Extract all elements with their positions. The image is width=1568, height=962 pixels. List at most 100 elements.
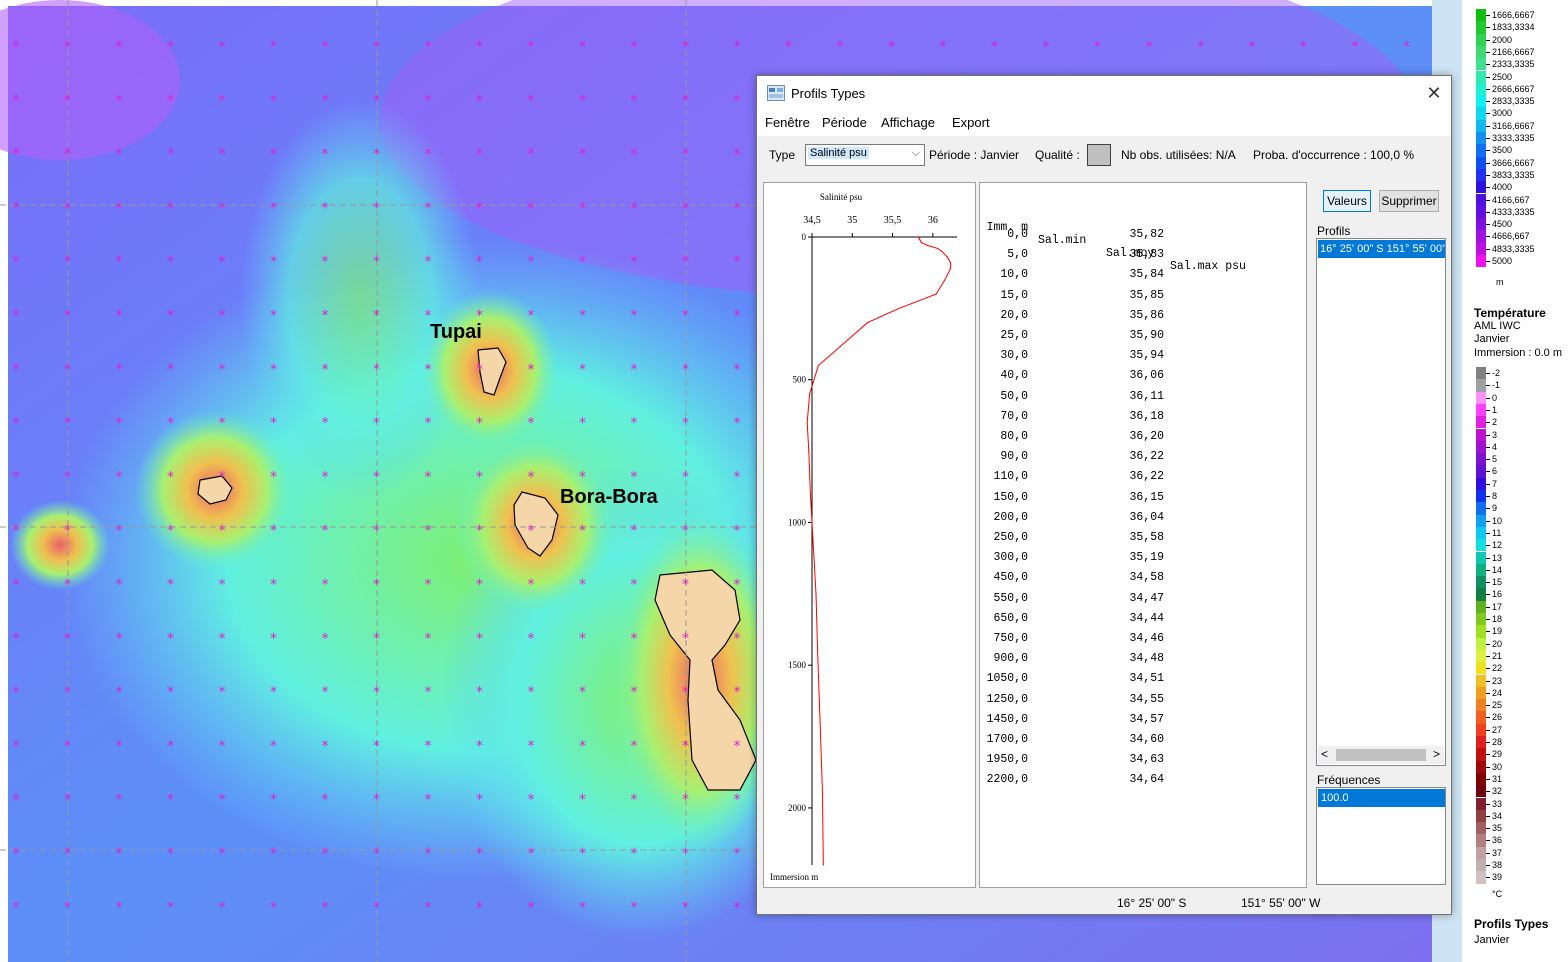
grid-point-marker: * bbox=[476, 93, 483, 109]
grid-point-marker: * bbox=[734, 39, 741, 55]
temp-tick bbox=[1486, 766, 1490, 768]
salinity-point bbox=[817, 364, 820, 367]
depth-legend-label: 2833,3335 bbox=[1492, 96, 1535, 107]
temp-swatch bbox=[1476, 403, 1486, 417]
cell-sal-moy: 34,55 bbox=[1129, 692, 1164, 706]
temp-tick bbox=[1486, 877, 1490, 879]
temp-tick bbox=[1486, 483, 1490, 485]
temp-swatch bbox=[1476, 539, 1486, 552]
dialog-titlebar[interactable]: Profils Types ✕ bbox=[757, 76, 1451, 110]
temp-tick bbox=[1486, 754, 1490, 756]
temp-legend-label: 36 bbox=[1492, 835, 1503, 846]
legend-footer-month: Janvier bbox=[1474, 934, 1510, 946]
cell-immersion: 1450,0 bbox=[986, 712, 1028, 726]
temp-swatch bbox=[1476, 723, 1486, 736]
frequences-list[interactable]: 100.0 bbox=[1316, 787, 1446, 885]
grid-point-marker: * bbox=[631, 200, 638, 216]
type-select[interactable]: Salinité psu ⌵ bbox=[805, 144, 925, 166]
temp-swatch bbox=[1476, 416, 1486, 429]
menu-fenetre[interactable]: Fenêtre bbox=[765, 115, 810, 130]
grid-point-marker: * bbox=[270, 308, 277, 324]
grid-point-marker: * bbox=[579, 631, 586, 647]
grid-point-marker: * bbox=[734, 846, 741, 862]
menu-export[interactable]: Export bbox=[952, 115, 990, 130]
grid-point-marker: * bbox=[13, 577, 20, 593]
salinity-point bbox=[919, 239, 921, 241]
valeurs-button[interactable]: Valeurs bbox=[1323, 190, 1371, 212]
header-min: Sal.min bbox=[1038, 234, 1087, 247]
grid-point-marker: * bbox=[116, 147, 123, 163]
grid-point-marker: * bbox=[322, 416, 329, 432]
temp-swatch bbox=[1476, 428, 1486, 441]
profils-list[interactable]: 16° 25' 00" S 151° 55' 00" W < > bbox=[1316, 238, 1446, 766]
profils-list-item[interactable]: 16° 25' 00" S 151° 55' 00" W bbox=[1318, 240, 1445, 258]
grid-point-marker: * bbox=[476, 308, 483, 324]
header-max: Sal.max psu bbox=[1170, 260, 1246, 273]
grid-point-marker: * bbox=[476, 200, 483, 216]
temp-legend-label: 5 bbox=[1492, 454, 1498, 465]
depth-swatch bbox=[1476, 33, 1486, 46]
depth-swatch bbox=[1476, 45, 1486, 59]
profils-label: Profils bbox=[1317, 224, 1351, 238]
temp-tick bbox=[1486, 631, 1490, 633]
depth-tick bbox=[1486, 248, 1490, 250]
grid-point-marker: * bbox=[219, 631, 226, 647]
grid-point-marker: * bbox=[631, 308, 638, 324]
menu-periode[interactable]: Période bbox=[822, 115, 867, 130]
temp-legend-label: 27 bbox=[1492, 724, 1503, 735]
grid-point-marker: * bbox=[322, 147, 329, 163]
scroll-left-icon[interactable]: < bbox=[1321, 747, 1329, 761]
salinity-point bbox=[806, 421, 808, 424]
grid-point-marker: * bbox=[219, 900, 226, 916]
grid-point-marker: * bbox=[373, 631, 380, 647]
type-label: Type bbox=[769, 148, 796, 162]
scroll-thumb[interactable] bbox=[1336, 749, 1426, 761]
grid-point-marker: * bbox=[631, 362, 638, 378]
menu-affichage[interactable]: Affichage bbox=[881, 115, 935, 130]
salinity-point bbox=[918, 237, 920, 240]
values-table[interactable]: Imm. m Sal.min Sal.moy Sal.max psu 0,0 35… bbox=[979, 182, 1307, 888]
temp-swatch bbox=[1476, 834, 1486, 847]
frequences-list-item[interactable]: 100.0 bbox=[1318, 789, 1445, 807]
temp-legend-label: 39 bbox=[1492, 872, 1503, 883]
grid-point-marker: * bbox=[64, 846, 71, 862]
temp-tick bbox=[1486, 459, 1490, 461]
grid-point-marker: * bbox=[734, 416, 741, 432]
grid-point-marker: * bbox=[322, 792, 329, 808]
grid-point-marker: * bbox=[476, 792, 483, 808]
grid-point-marker: * bbox=[682, 792, 689, 808]
temp-tick bbox=[1486, 865, 1490, 866]
grid-point-marker: * bbox=[579, 362, 586, 378]
close-icon[interactable]: ✕ bbox=[1426, 83, 1442, 103]
temp-tick bbox=[1486, 828, 1490, 830]
island-west bbox=[197, 475, 233, 505]
horizontal-scrollbar[interactable]: < > bbox=[1318, 746, 1444, 764]
grid-point-marker: * bbox=[13, 416, 20, 432]
salinity-point bbox=[898, 307, 900, 309]
depth-tick bbox=[1486, 125, 1490, 127]
grid-point-marker: * bbox=[116, 738, 123, 754]
grid-point-marker: * bbox=[270, 846, 277, 862]
grid-point-marker: * bbox=[64, 308, 71, 324]
grid-point-marker: * bbox=[682, 200, 689, 216]
grid-point-marker: * bbox=[219, 738, 226, 754]
supprimer-button[interactable]: Supprimer bbox=[1379, 190, 1439, 212]
grid-point-marker: * bbox=[167, 200, 174, 216]
depth-legend-label: 2333,3335 bbox=[1492, 59, 1535, 70]
grid-point-marker: * bbox=[13, 362, 20, 378]
grid-point-marker: * bbox=[64, 685, 71, 701]
grid-point-marker: * bbox=[682, 416, 689, 432]
grid-point-marker: * bbox=[631, 469, 638, 485]
chevron-down-icon: ⌵ bbox=[911, 147, 920, 159]
scroll-right-icon[interactable]: > bbox=[1432, 747, 1440, 761]
temp-tick bbox=[1486, 409, 1490, 411]
grid-point-marker: * bbox=[64, 39, 71, 55]
salinity-point bbox=[937, 247, 939, 250]
temp-swatch bbox=[1476, 674, 1486, 687]
grid-point-marker: * bbox=[167, 685, 174, 701]
depth-tick bbox=[1486, 187, 1490, 189]
legend-footer-title: Profils Types bbox=[1474, 917, 1549, 931]
grid-point-marker: * bbox=[116, 93, 123, 109]
temp-legend-label: 20 bbox=[1492, 638, 1503, 649]
temp-tick bbox=[1486, 582, 1490, 584]
